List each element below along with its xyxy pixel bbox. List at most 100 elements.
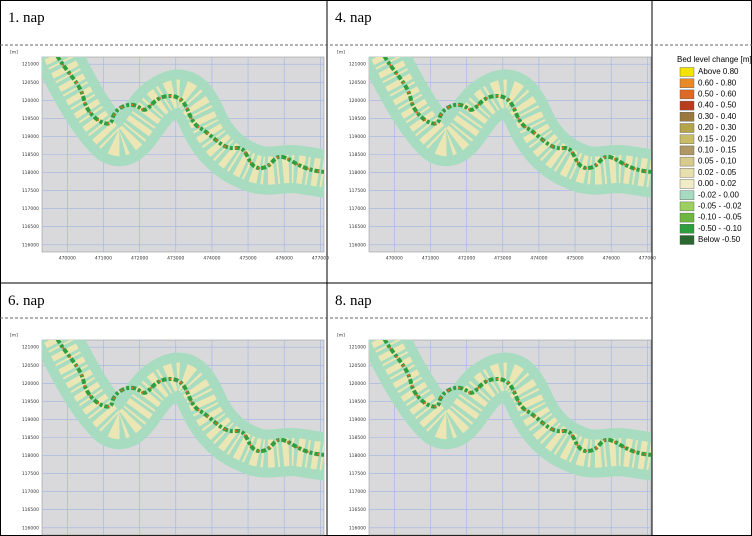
legend-swatch (679, 123, 695, 133)
y-tick-label: 116500 (22, 224, 39, 230)
y-tick-label: 118500 (349, 435, 366, 441)
x-tick-label: 475000 (239, 256, 256, 262)
y-tick-label: 117000 (349, 489, 366, 495)
legend-label: 0.60 - 0.80 (698, 78, 737, 87)
x-tick-label: 475000 (566, 256, 583, 262)
y-tick-label: 117500 (349, 188, 366, 194)
y-tick-label: 120500 (349, 363, 366, 369)
y-tick-label: 117000 (349, 206, 366, 212)
y-tick-label: 117500 (22, 471, 39, 477)
y-tick-label: 119500 (349, 399, 366, 405)
legend-swatch (679, 224, 695, 234)
y-tick-label: 121000 (22, 62, 39, 68)
y-tick-label: 116000 (22, 242, 39, 248)
legend-swatch (679, 145, 695, 156)
panel-title: 4. nap (335, 10, 372, 26)
legend-swatch (679, 67, 695, 77)
y-tick-label: 121000 (349, 62, 366, 68)
legend-label: 0.00 - 0.02 (698, 179, 737, 188)
legend-label: -0.10 - -0.05 (698, 213, 742, 222)
y-tick-label: 120500 (349, 80, 366, 86)
legend-swatch (679, 235, 695, 245)
legend-label: Above 0.80 (698, 67, 739, 76)
x-tick-label: 471000 (95, 256, 112, 262)
legend-swatch (679, 201, 695, 212)
y-tick-label: 118000 (22, 453, 39, 459)
legend-swatch (679, 78, 695, 88)
y-tick-label: 117500 (22, 188, 39, 194)
y-tick-label: 119000 (349, 134, 366, 140)
map-panel: 1. nap 470000 471000 472000 473000 474000 475… (8, 10, 329, 262)
axis-unit: [m] (10, 333, 18, 339)
y-tick-label: 118500 (349, 152, 366, 158)
x-tick-label: 477000 (639, 256, 656, 262)
legend-swatch (679, 100, 695, 111)
x-tick-label: 473000 (494, 256, 511, 262)
y-tick-label: 119000 (22, 417, 39, 423)
y-tick-label: 118500 (22, 435, 39, 441)
legend-swatch (679, 212, 695, 223)
legend-label: 0.02 - 0.05 (698, 168, 737, 177)
x-tick-label: 476000 (603, 256, 620, 262)
legend: Bed level change [m] Above 0.80 0.60 - 0.… (677, 55, 752, 245)
map-panel: 8. nap 470000471000472000473000474000475… (335, 293, 652, 536)
y-tick-label: 118000 (22, 170, 39, 176)
y-tick-label: 117500 (349, 471, 366, 477)
x-tick-label: 473000 (167, 256, 184, 262)
x-tick-label: 472000 (131, 256, 148, 262)
y-tick-label: 116000 (22, 525, 39, 531)
panel-title: 8. nap (335, 293, 372, 309)
legend-swatch (679, 190, 695, 200)
x-tick-label: 476000 (276, 256, 293, 262)
y-tick-label: 120500 (22, 80, 39, 86)
legend-label: 0.20 - 0.30 (698, 123, 737, 132)
legend-swatch (679, 112, 695, 122)
legend-label: 0.40 - 0.50 (698, 101, 737, 110)
y-tick-label: 121000 (349, 345, 366, 351)
legend-label: -0.05 - -0.02 (698, 202, 742, 211)
legend-swatch (679, 168, 695, 178)
axis-unit: [m] (337, 333, 345, 339)
legend-label: 0.05 - 0.10 (698, 157, 737, 166)
y-tick-label: 119500 (22, 399, 39, 405)
x-tick-label: 472000 (458, 256, 475, 262)
y-tick-label: 120000 (349, 98, 366, 104)
legend-swatch (679, 89, 695, 100)
legend-label: Below -0.50 (698, 235, 741, 244)
y-tick-label: 116000 (349, 242, 366, 248)
y-tick-label: 116000 (349, 525, 366, 531)
legend-swatch (679, 134, 695, 144)
y-tick-label: 120500 (22, 363, 39, 369)
y-tick-label: 120000 (22, 98, 39, 104)
y-tick-label: 117000 (22, 206, 39, 212)
axis-unit: [m] (337, 50, 345, 56)
legend-title: Bed level change [m] (677, 55, 752, 64)
x-tick-label: 477000 (312, 256, 329, 262)
legend-label: -0.50 - -0.10 (698, 224, 742, 233)
y-tick-label: 119500 (22, 116, 39, 122)
panel-title: 1. nap (8, 10, 45, 26)
map-panel: 6. nap 470000471000472000473000474000475… (8, 293, 325, 536)
x-tick-label: 474000 (203, 256, 220, 262)
legend-swatch (679, 156, 695, 167)
y-tick-label: 118000 (349, 170, 366, 176)
y-tick-label: 118000 (349, 453, 366, 459)
y-tick-label: 120000 (22, 381, 39, 387)
panel-title: 6. nap (8, 293, 45, 309)
legend-swatch (679, 179, 695, 189)
y-tick-label: 119000 (22, 134, 39, 140)
x-tick-label: 474000 (530, 256, 547, 262)
axis-unit: [m] (10, 50, 18, 56)
x-tick-label: 470000 (59, 256, 76, 262)
y-tick-label: 120000 (349, 381, 366, 387)
x-tick-label: 471000 (422, 256, 439, 262)
legend-label: 0.10 - 0.15 (698, 146, 737, 155)
legend-label: 0.30 - 0.40 (698, 112, 737, 121)
y-tick-label: 116500 (349, 507, 366, 513)
y-tick-label: 119500 (349, 116, 366, 122)
y-tick-label: 117000 (22, 489, 39, 495)
legend-label: 0.50 - 0.60 (698, 90, 737, 99)
y-tick-label: 116500 (22, 507, 39, 513)
y-tick-label: 119000 (349, 417, 366, 423)
